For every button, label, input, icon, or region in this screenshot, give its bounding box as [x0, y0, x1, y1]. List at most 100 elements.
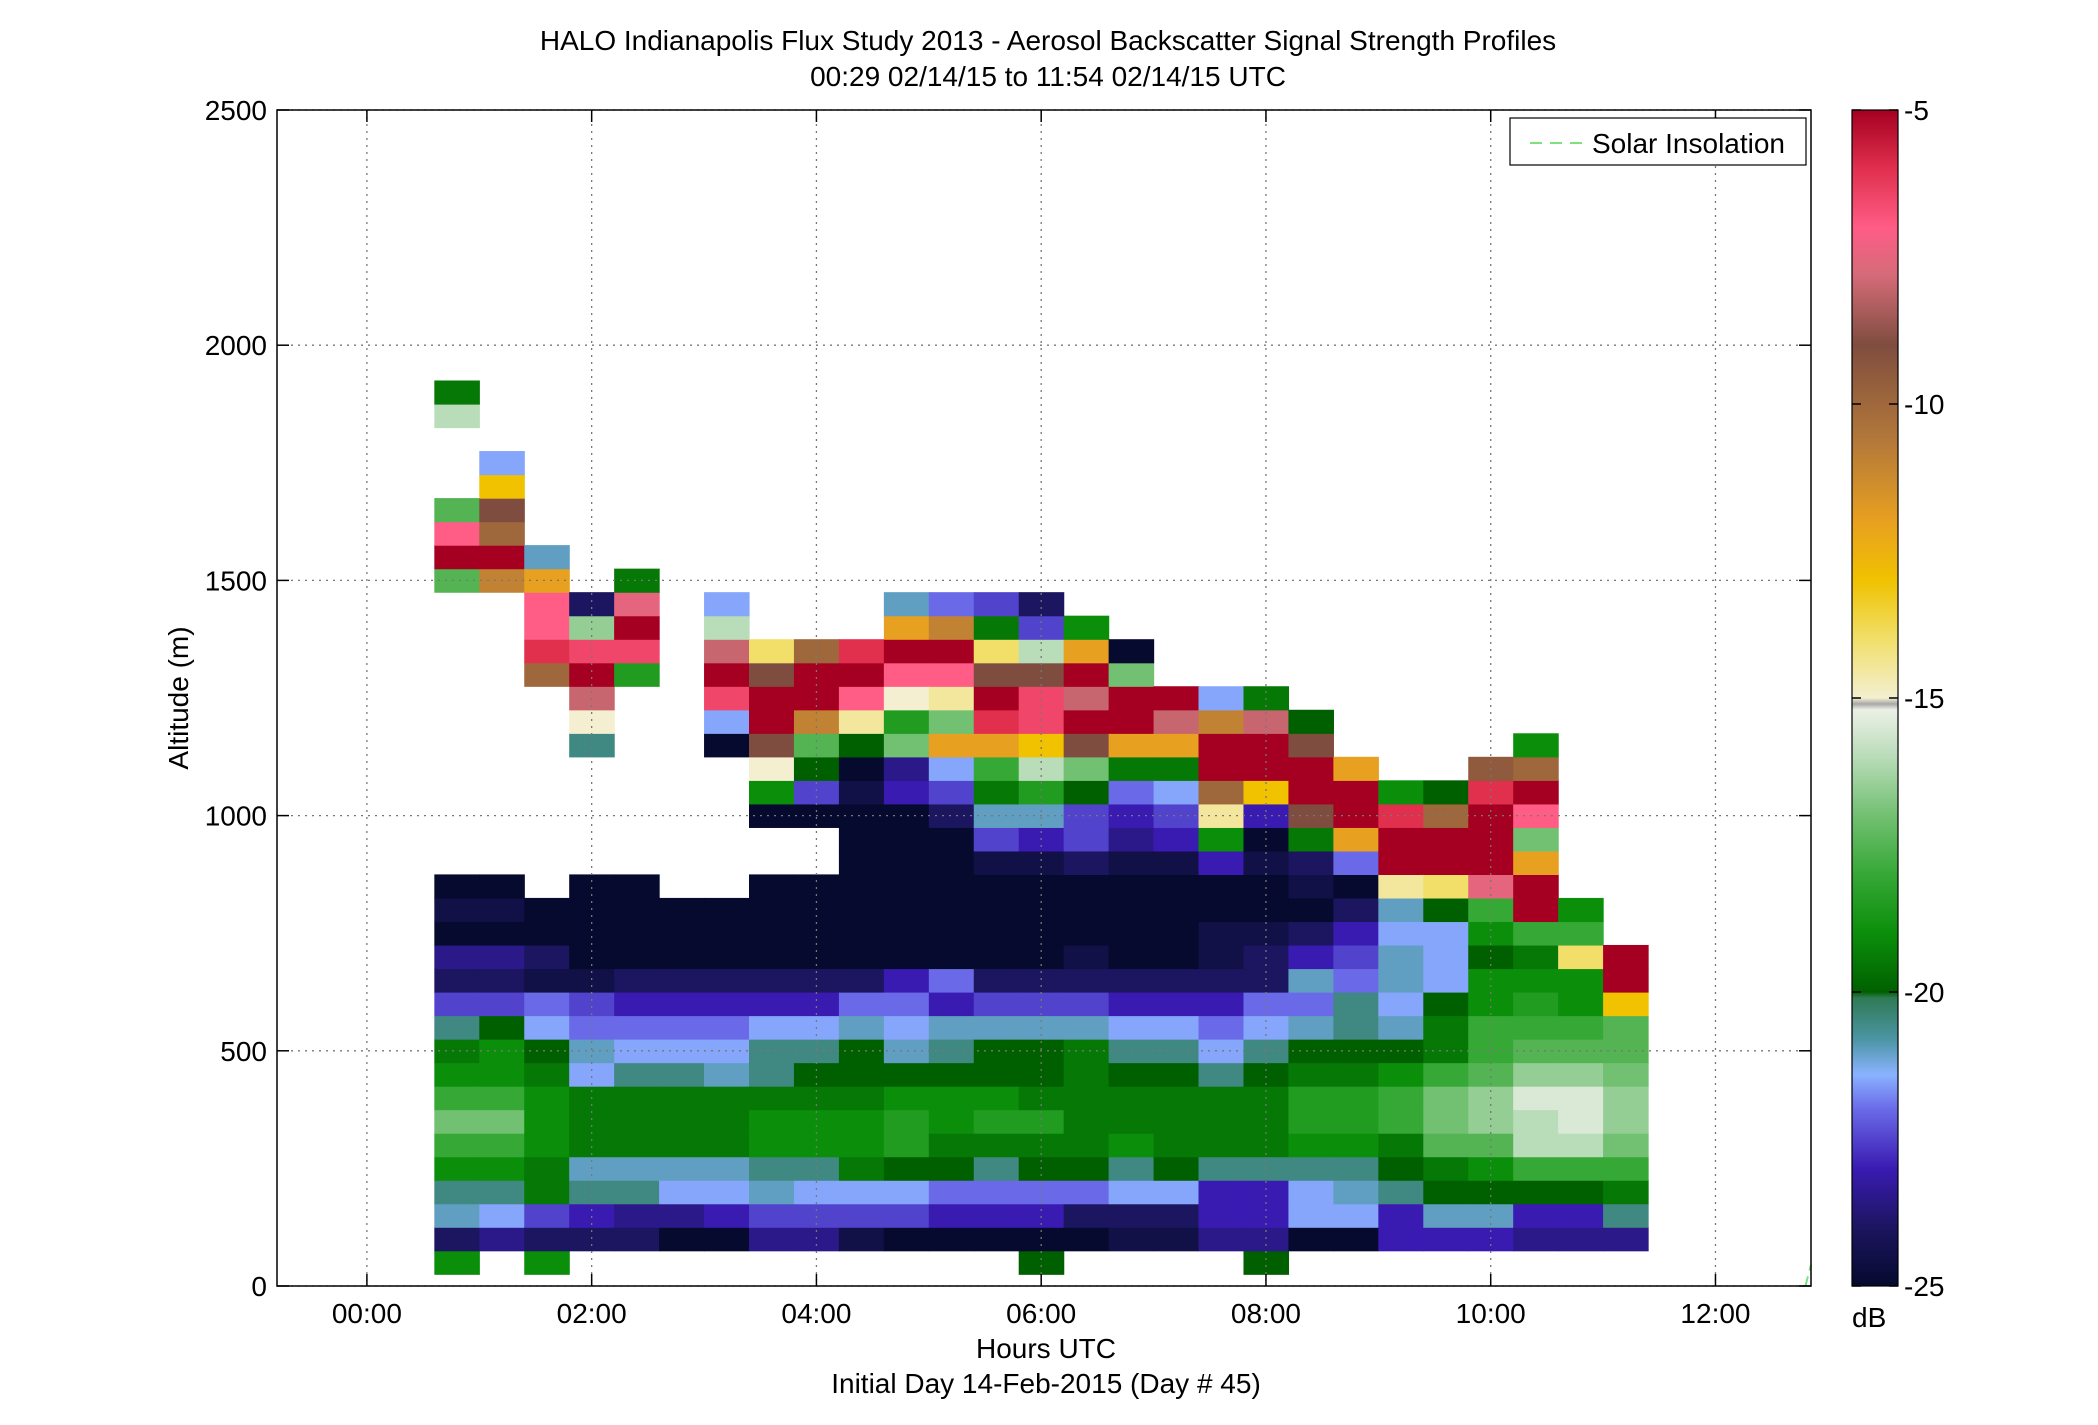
heatmap-cell: [1063, 1203, 1110, 1228]
heatmap-cell: [1378, 992, 1424, 1017]
heatmap-cell: [1378, 803, 1424, 828]
heatmap-cell: [973, 1227, 1020, 1252]
heatmap-cell: [704, 1133, 750, 1158]
heatmap-cell: [883, 1227, 930, 1252]
heatmap-cell: [883, 1180, 930, 1205]
heatmap-cell: [1333, 992, 1379, 1017]
heatmap-cell: [1423, 827, 1469, 852]
heatmap-cell: [838, 1109, 885, 1134]
heatmap-cell: [1108, 921, 1155, 946]
heatmap-cell: [659, 1062, 705, 1087]
heatmap-cell: [1378, 1109, 1424, 1134]
heatmap-cell: [1198, 850, 1245, 875]
heatmap-cell: [1198, 1180, 1245, 1205]
heatmap-cell: [1153, 1180, 1200, 1205]
heatmap-cell: [704, 615, 750, 640]
heatmap-cell: [928, 897, 975, 923]
heatmap-cell: [1108, 897, 1155, 923]
heatmap-cell: [1513, 827, 1559, 852]
heatmap-cell: [1108, 686, 1155, 711]
heatmap-cell: [524, 662, 570, 687]
heatmap-cell: [883, 1062, 930, 1087]
heatmap-cell: [1153, 944, 1200, 970]
heatmap-cell: [973, 1180, 1020, 1205]
heatmap-cell: [704, 686, 750, 711]
heatmap-cell: [1108, 1086, 1155, 1111]
heatmap-cell: [838, 827, 885, 852]
heatmap-cell: [973, 780, 1020, 805]
heatmap-cell: [434, 921, 480, 946]
heatmap-cell: [1288, 1062, 1334, 1087]
heatmap-cell: [1063, 968, 1110, 993]
heatmap-cell: [1063, 662, 1110, 687]
heatmap-cell: [1423, 1015, 1469, 1040]
heatmap-cell: [614, 1062, 660, 1087]
heatmap-cell: [614, 897, 660, 923]
heatmap-cell: [569, 592, 615, 617]
heatmap-cell: [1378, 1086, 1424, 1111]
heatmap-cell: [659, 1015, 705, 1040]
heatmap-cell: [1558, 921, 1604, 946]
heatmap-cell: [1423, 850, 1469, 875]
heatmap-cell: [479, 498, 525, 523]
heatmap-cell: [1468, 992, 1514, 1017]
heatmap-cell: [479, 1133, 525, 1158]
heatmap-cell: [1108, 827, 1155, 852]
heatmap-cell: [928, 615, 975, 640]
heatmap-cell: [479, 1062, 525, 1087]
heatmap-cell: [434, 521, 480, 546]
heatmap-cell: [479, 1109, 525, 1134]
heatmap-cell: [883, 615, 930, 640]
heatmap-cell: [1108, 1156, 1155, 1181]
heatmap-cell: [434, 1086, 480, 1111]
heatmap-cell: [704, 1227, 750, 1252]
heatmap-cell: [614, 592, 660, 617]
heatmap-cell: [569, 1062, 615, 1087]
x-axis-label: Hours UTC: [976, 1333, 1116, 1364]
heatmap-cell: [1423, 1156, 1469, 1181]
heatmap-cell: [1423, 1109, 1469, 1134]
heatmap-cell: [1558, 1015, 1604, 1040]
heatmap-cell: [1288, 1015, 1334, 1040]
heatmap-cell: [614, 1203, 660, 1228]
heatmap-cell: [838, 639, 885, 664]
heatmap-cell: [479, 474, 525, 499]
heatmap-cell: [524, 639, 570, 664]
heatmap-cell: [928, 709, 975, 734]
heatmap-cell: [479, 1180, 525, 1205]
heatmap-cell: [838, 709, 885, 734]
heatmap-cell: [614, 639, 660, 664]
heatmap-cell: [569, 733, 615, 758]
heatmap-cell: [1603, 1086, 1649, 1111]
heatmap-cell: [1513, 874, 1559, 899]
heatmap-cell: [749, 1227, 795, 1252]
heatmap-cell: [569, 1180, 615, 1205]
heatmap-cell: [1378, 1180, 1424, 1205]
heatmap-cell: [749, 874, 795, 899]
heatmap-cell: [1333, 874, 1379, 899]
solar-insolation-line: [1804, 1264, 1812, 1287]
heatmap-cell: [1288, 968, 1334, 993]
heatmap-cell: [614, 615, 660, 640]
heatmap-cell: [1423, 1227, 1469, 1252]
heatmap-cell: [1603, 1062, 1649, 1087]
heatmap-cell: [1108, 944, 1155, 970]
heatmap-cell: [973, 944, 1020, 970]
heatmap-cell: [883, 1133, 930, 1158]
heatmap-cell: [973, 733, 1020, 758]
heatmap-cell: [749, 639, 795, 664]
heatmap-cell: [1063, 1156, 1110, 1181]
colorbar-tick-label: -20: [1904, 977, 1944, 1008]
heatmap-cell: [659, 1133, 705, 1158]
heatmap-cell: [1198, 686, 1245, 711]
heatmap-cell: [704, 921, 750, 946]
heatmap-cell: [704, 639, 750, 664]
heatmap-cell: [659, 1203, 705, 1228]
heatmap-cell: [1288, 709, 1334, 734]
x-tick-label: 12:00: [1680, 1298, 1750, 1329]
x-tick-label: 08:00: [1231, 1298, 1301, 1329]
heatmap-cell: [1513, 1156, 1559, 1181]
heatmap-cell: [434, 545, 480, 570]
heatmap-cell: [1108, 1015, 1155, 1040]
heatmap-cell: [704, 733, 750, 758]
